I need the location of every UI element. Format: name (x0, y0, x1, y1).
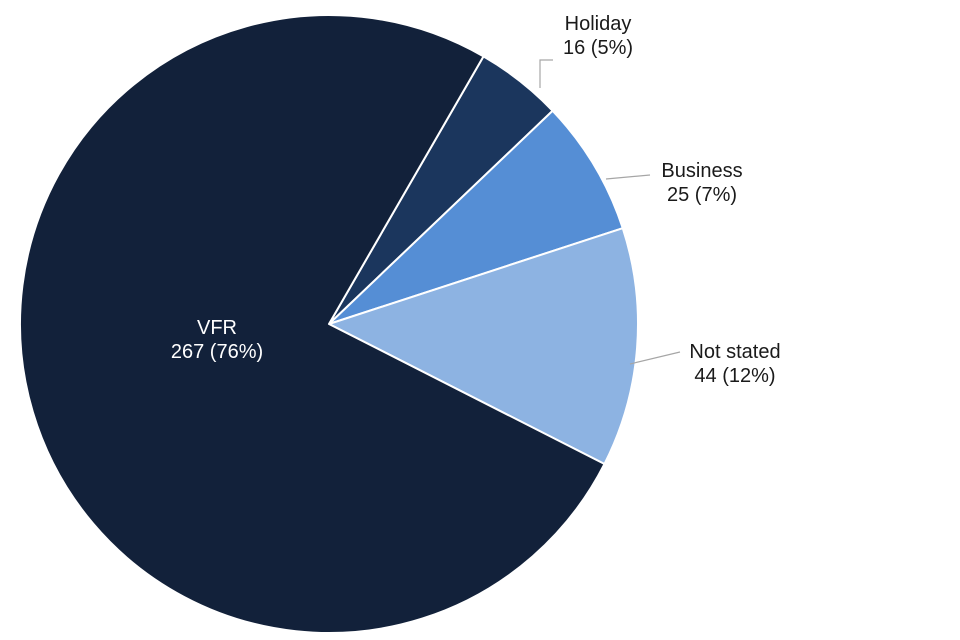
leader-line-holiday (539, 59, 553, 88)
leader-line-not-stated (629, 351, 681, 365)
slice-value-label-business: 25 (7%) (667, 184, 737, 206)
pie-slice-vfr (19, 14, 606, 634)
slice-value-label-holiday: 16 (5%) (563, 37, 633, 59)
pie-slice-not-stated (328, 227, 639, 465)
slice-value-label-not-stated: 44 (12%) (694, 365, 775, 387)
slice-value-label-vfr: 267 (76%) (171, 341, 263, 363)
slice-name-label-not-stated: Not stated (689, 341, 780, 363)
leader-line-business (605, 174, 651, 180)
slice-name-label-holiday: Holiday (565, 13, 632, 35)
pie-slices (19, 14, 639, 634)
leader-lines (539, 59, 681, 365)
slice-name-label-vfr: VFR (197, 317, 237, 339)
pie-slice-business (328, 109, 624, 325)
slice-name-label-business: Business (661, 160, 742, 182)
